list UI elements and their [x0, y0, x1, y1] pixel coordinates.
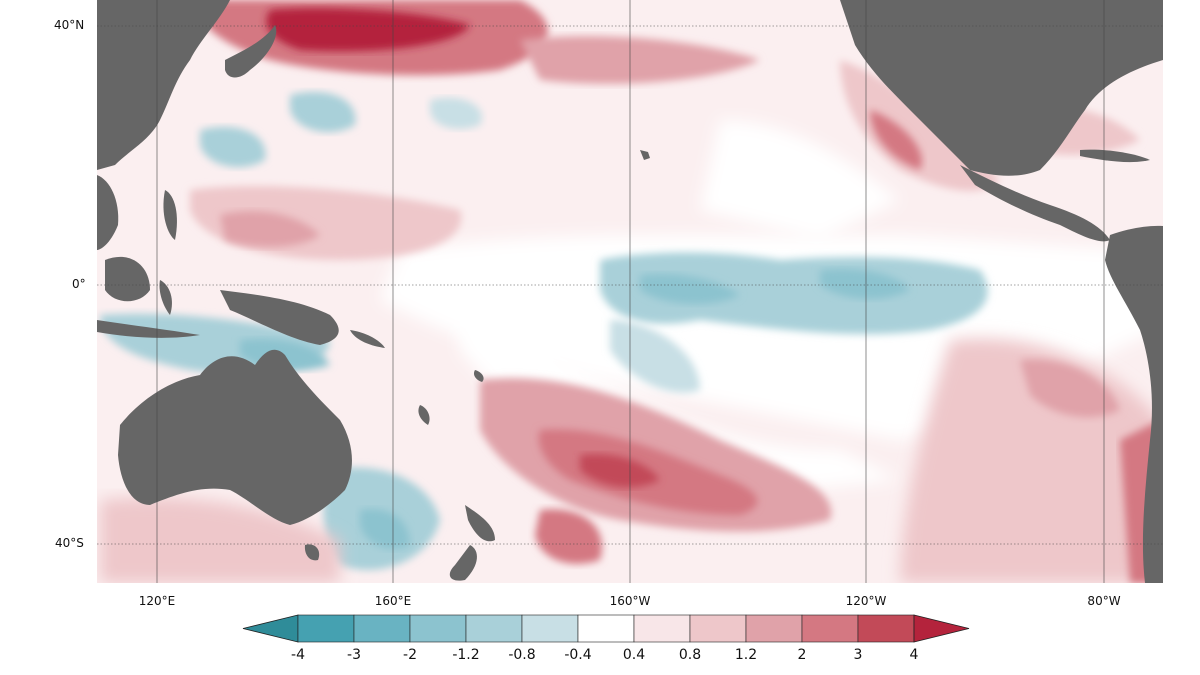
- lon-label-160w: 160°W: [609, 594, 651, 608]
- lon-label-80w: 80°W: [1087, 594, 1121, 608]
- colorbar-tick-label: -1.2: [452, 647, 480, 663]
- colorbar-bin: [409, 614, 467, 643]
- colorbar-bin: [857, 614, 915, 643]
- japan-land: [225, 25, 277, 78]
- land: [97, 0, 1163, 583]
- anomaly-field: [100, 0, 1163, 583]
- lon-label-160e: 160°E: [374, 594, 412, 608]
- new-guinea-land: [220, 290, 339, 345]
- colorbar-tick-label: 0.4: [622, 647, 646, 663]
- lon-label-120w: 120°W: [845, 594, 887, 608]
- asia-land: [97, 0, 230, 170]
- colorbar-extend-high: [913, 614, 970, 643]
- solomon-islands-land: [350, 330, 385, 348]
- colorbar-bin: [521, 614, 579, 643]
- central-america-land: [960, 165, 1110, 242]
- map-panel: [97, 0, 1163, 583]
- southeast-asia-land: [97, 175, 119, 250]
- colorbar-tick-label: -0.4: [564, 647, 592, 663]
- colorbar-bin: [577, 614, 635, 643]
- fiji-land: [473, 370, 484, 382]
- lon-label-120e: 120°E: [138, 594, 176, 608]
- lat-label-equator: 0°: [72, 277, 86, 291]
- cuba-land: [1080, 149, 1150, 163]
- colorbar-bin: [633, 614, 691, 643]
- colorbar-tick-label: -0.8: [508, 647, 536, 663]
- colorbar-tick-label: 3: [853, 647, 863, 663]
- colorbar-tick-label: 0.8: [678, 647, 702, 663]
- colorbar-bin: [801, 614, 859, 643]
- vanuatu-land: [418, 405, 430, 425]
- colorbar-tick-label: -3: [347, 647, 361, 663]
- colorbar-extend-low: [242, 614, 299, 643]
- colorbar-tick-label: 2: [797, 647, 807, 663]
- hawaii-land: [640, 150, 650, 160]
- lat-label-40s: 40°S: [55, 536, 84, 550]
- colorbar-tick-label: 1.2: [734, 647, 758, 663]
- tasmania-land: [304, 544, 320, 561]
- colorbar-bin: [465, 614, 523, 643]
- new-zealand-north-land: [465, 505, 495, 542]
- colorbar-bin: [353, 614, 411, 643]
- colorbar-bin: [297, 614, 355, 643]
- south-america-land: [1105, 225, 1163, 583]
- north-america-land: [840, 0, 1163, 176]
- colorbar-tick-label: 4: [909, 647, 919, 663]
- java-land: [97, 320, 200, 338]
- colorbar-tick-label: -2: [403, 647, 417, 663]
- sulawesi-land: [159, 280, 172, 315]
- borneo-land: [105, 256, 150, 302]
- colorbar-tick-label: -4: [291, 647, 305, 663]
- lat-label-40n: 40°N: [54, 18, 85, 32]
- australia-land: [118, 349, 352, 525]
- graticule: [97, 0, 1163, 583]
- colorbar: [242, 614, 970, 643]
- new-zealand-south-land: [449, 545, 477, 581]
- colorbar-bin: [689, 614, 747, 643]
- colorbar-bin: [745, 614, 803, 643]
- philippines-land: [163, 190, 177, 240]
